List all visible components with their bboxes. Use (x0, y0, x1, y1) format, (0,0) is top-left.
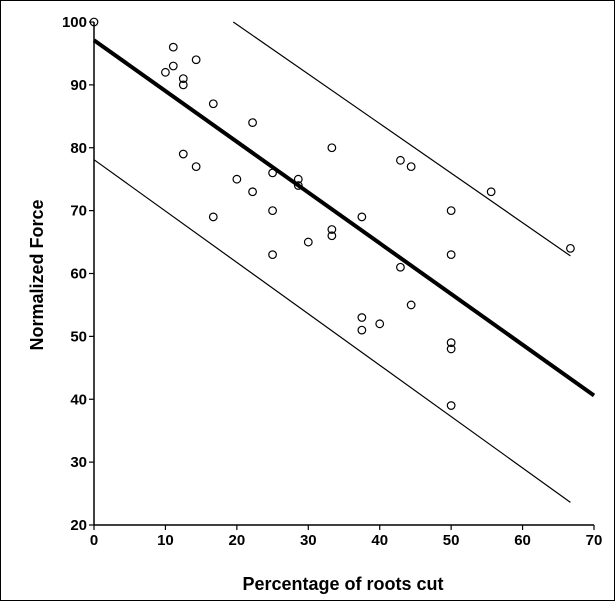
y-tick-label: 40 (70, 391, 87, 408)
data-point (566, 243, 575, 253)
data-point (168, 42, 178, 52)
data-point (208, 99, 218, 109)
data-point (446, 206, 456, 216)
data-point (486, 187, 496, 197)
y-tick-label: 20 (70, 517, 87, 534)
data-point (191, 55, 201, 65)
data-point (396, 262, 405, 272)
x-tick-label: 70 (586, 532, 603, 549)
data-point (161, 67, 170, 77)
y-tick-label: 100 (62, 14, 87, 31)
data-point (327, 231, 337, 241)
upper-bound-line (232, 21, 571, 257)
x-tick-label: 60 (514, 532, 531, 549)
y-tick-label: 30 (70, 454, 87, 471)
regression-lines (92, 21, 596, 503)
fit-line (92, 38, 596, 398)
data-point (357, 212, 367, 222)
data-point (446, 338, 456, 348)
data-point (357, 313, 367, 322)
y-tick-label: 50 (70, 328, 87, 345)
x-tick-label: 10 (157, 532, 174, 549)
data-points (89, 17, 575, 410)
x-tick-label: 20 (229, 532, 246, 549)
data-point (406, 162, 416, 172)
y-tick-label: 90 (70, 77, 87, 94)
lower-bound-line (93, 159, 571, 503)
data-point (208, 212, 218, 222)
y-tick-label: 80 (70, 140, 87, 157)
data-point (293, 174, 303, 184)
data-point (375, 319, 385, 329)
x-tick-label: 30 (300, 532, 317, 549)
data-point (327, 143, 337, 153)
x-tick-label: 50 (443, 532, 460, 549)
data-point (268, 250, 277, 260)
data-point (268, 206, 277, 216)
x-axis-title: Percentage of roots cut (242, 574, 443, 594)
data-point (248, 187, 257, 197)
data-point (446, 401, 456, 410)
axes: 0 10 20 30 40 50 60 70 20 30 40 50 60 70 80 90 100 (62, 14, 602, 549)
data-point (268, 168, 277, 178)
y-tick-label: 60 (70, 266, 87, 283)
data-point (446, 250, 456, 260)
x-tick-label: 0 (90, 532, 98, 549)
data-point (293, 181, 303, 190)
data-point (327, 225, 337, 234)
data-point (168, 61, 178, 71)
data-point (232, 174, 242, 184)
data-point (191, 162, 201, 172)
data-point (406, 300, 416, 310)
data-point (248, 118, 257, 127)
y-axis-title: Normalized Force (27, 199, 47, 350)
data-point (178, 80, 188, 90)
y-tick-label: 70 (70, 203, 87, 220)
data-point (178, 149, 188, 159)
data-point (357, 325, 367, 335)
data-point (446, 344, 456, 354)
data-point (396, 155, 405, 165)
data-point (178, 74, 188, 83)
data-point (89, 17, 99, 27)
data-point (303, 237, 313, 247)
x-tick-label: 40 (371, 532, 388, 549)
